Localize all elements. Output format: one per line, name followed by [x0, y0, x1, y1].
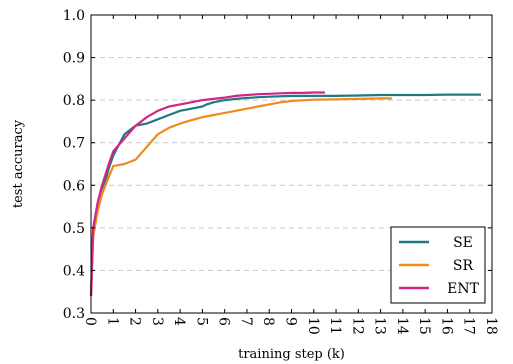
x-tick-label: 10	[305, 317, 321, 335]
x-tick-label: 5	[193, 317, 209, 326]
y-tick-label: 0.4	[63, 263, 85, 279]
x-tick-label: 11	[327, 317, 343, 335]
y-tick-label: 0.5	[63, 221, 85, 237]
legend: SE SR ENT	[390, 226, 486, 304]
x-tick-label: 2	[127, 317, 143, 326]
x-tick-label: 8	[260, 317, 276, 326]
legend-label-ent: ENT	[447, 281, 479, 297]
x-tick-label: 13	[372, 317, 388, 335]
x-tick-label: 4	[171, 317, 187, 326]
legend-label-sr: SR	[453, 258, 474, 274]
y-axis-label: test accuracy	[11, 119, 26, 208]
x-tick-label: 1	[104, 317, 120, 326]
y-tick-label: 0.7	[63, 136, 85, 152]
x-axis-label: training step (k)	[238, 347, 345, 362]
x-tick-label: 0	[82, 317, 98, 326]
x-tick-label: 15	[416, 317, 432, 335]
y-tick-label: 0.8	[63, 93, 85, 109]
series-line-ent	[89, 91, 325, 297]
y-tick-label: 1.0	[63, 8, 85, 24]
legend-label-se: SE	[453, 235, 473, 251]
x-tick-label: 17	[461, 317, 477, 335]
series-line-sr	[89, 97, 392, 297]
x-tick-label: 12	[349, 317, 365, 335]
x-tick-label: 16	[438, 317, 454, 335]
series-line-se	[89, 93, 481, 297]
y-tick-label: 0.3	[63, 306, 85, 322]
x-tick-label: 7	[238, 317, 254, 326]
y-tick-label: 0.9	[63, 51, 85, 67]
series-layer	[89, 91, 481, 297]
x-tick-label: 18	[483, 317, 499, 335]
y-tick-label: 0.6	[63, 178, 85, 194]
axes: 0.30.40.50.60.70.80.91.00 1 2 3 4 5 6 7 8 9 10 11 12…	[11, 8, 499, 362]
x-tick-label: 6	[216, 317, 232, 326]
x-tick-label: 14	[394, 317, 410, 335]
legend-box	[390, 226, 486, 304]
x-tick-label: 9	[283, 317, 299, 326]
x-tick-label: 3	[149, 317, 165, 326]
